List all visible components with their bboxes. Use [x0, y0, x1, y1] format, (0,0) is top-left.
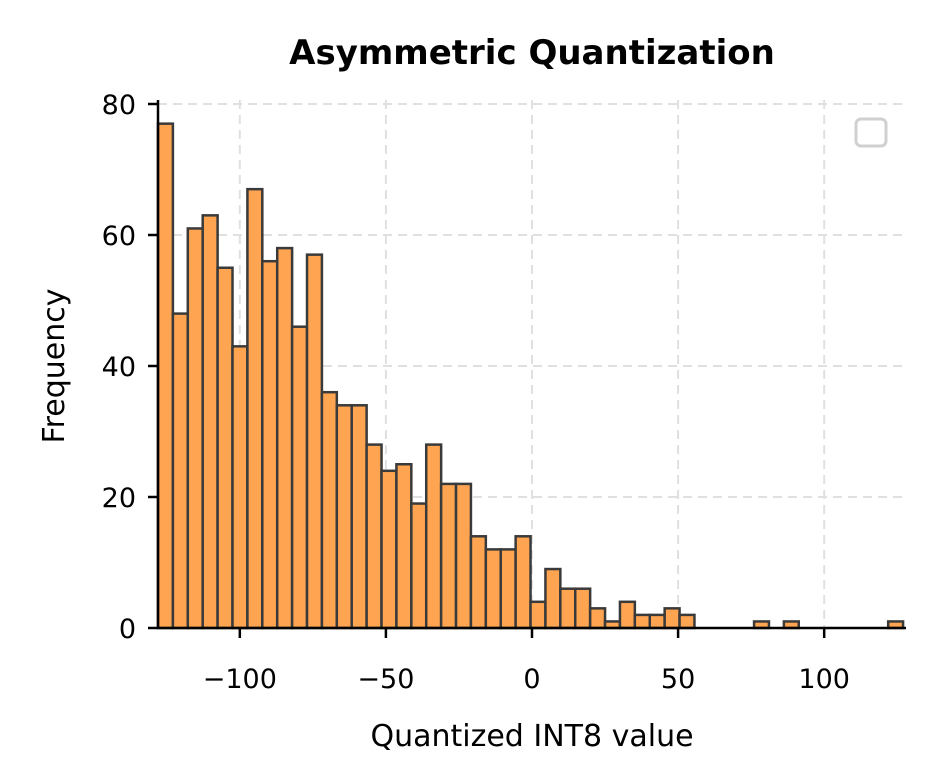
histogram-bar: [186, 227, 204, 630]
chart-title: Asymmetric Quantization: [289, 33, 775, 73]
histogram-bar: [663, 607, 681, 630]
histogram-bar: [573, 587, 592, 630]
histogram-bar: [514, 535, 532, 630]
histogram-bar: [454, 482, 473, 630]
histogram-bar: [201, 214, 219, 630]
histogram-bar: [559, 587, 577, 630]
histogram-bar: [261, 259, 279, 630]
histogram-bar: [216, 266, 234, 630]
histogram-bar: [380, 469, 398, 630]
y-tick-label: 60: [102, 221, 136, 252]
x-tick-label: 0: [523, 664, 540, 695]
histogram-bar: [469, 535, 488, 630]
y-ticks: 0 20 40 60 80: [102, 90, 158, 645]
x-ticks: −100 −50 0 50 100: [203, 628, 850, 695]
histogram-bar: [618, 600, 637, 630]
histogram-bar: [395, 463, 413, 630]
histogram-bar: [499, 548, 517, 630]
histogram-bar: [544, 567, 562, 630]
histogram-bar: [156, 122, 175, 630]
y-axis-label: Frequency: [37, 289, 72, 444]
histogram-bar: [365, 443, 383, 630]
histogram-bar: [484, 548, 502, 630]
x-tick-label: −50: [357, 664, 414, 695]
histogram-bar: [320, 390, 339, 630]
histogram-bar: [633, 613, 652, 630]
x-tick-label: 100: [798, 664, 850, 695]
histogram-bar: [350, 404, 368, 630]
histogram-bar: [171, 312, 190, 630]
histogram-bar: [424, 443, 443, 630]
histogram-bar: [246, 187, 264, 630]
histogram-bar: [588, 607, 607, 630]
y-tick-label: 40: [102, 352, 136, 383]
legend-box: [854, 117, 888, 148]
histogram-bars: [156, 122, 905, 630]
y-tick-label: 20: [102, 483, 136, 514]
histogram-bar: [275, 246, 294, 630]
x-tick-label: 50: [661, 664, 695, 695]
histogram-bar: [335, 404, 353, 630]
histogram-bar: [231, 345, 249, 630]
histogram-bar: [529, 600, 547, 630]
x-tick-label: −100: [203, 664, 277, 695]
histogram-bar: [648, 613, 666, 630]
y-tick-label: 0: [119, 614, 136, 645]
histogram-bar: [439, 482, 458, 630]
histogram-bar: [290, 325, 309, 630]
histogram-bar: [305, 253, 324, 630]
histogram-bar: [678, 613, 696, 630]
y-tick-label: 80: [102, 90, 136, 121]
histogram-bar: [410, 502, 428, 630]
x-axis-label: Quantized INT8 value: [370, 719, 693, 754]
